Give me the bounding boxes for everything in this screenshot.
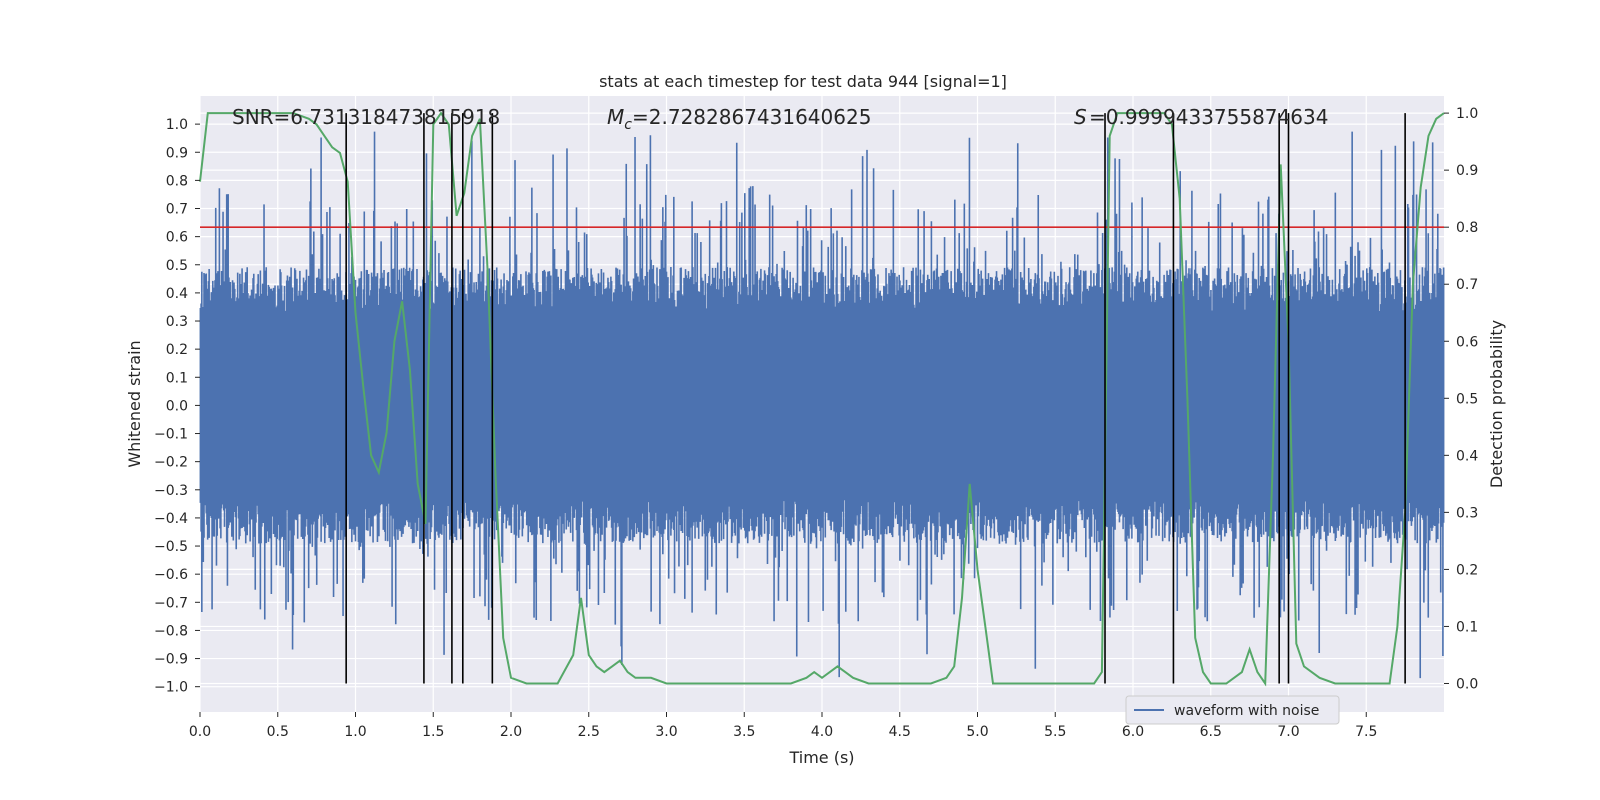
legend: waveform with noise: [1125, 695, 1340, 725]
legend-box: [1125, 695, 1340, 725]
y-left-tick-label: 0.5: [166, 258, 188, 274]
y-right-tick-label: 0.8: [1456, 220, 1478, 236]
mc-symbol: Mc: [607, 105, 632, 133]
x-tick-label: 1.5: [422, 724, 444, 740]
x-tick-label: 2.5: [578, 724, 600, 740]
y-right-tick-label: 0.1: [1456, 619, 1478, 635]
x-tick-label: 2.0: [500, 724, 522, 740]
x-tick-label: 5.0: [966, 724, 988, 740]
y-right-tick-label: 0.0: [1456, 676, 1478, 692]
x-tick-label: 0.5: [267, 724, 289, 740]
y-left-tick-label: −0.9: [154, 652, 188, 668]
x-tick-label: 7.0: [1277, 724, 1299, 740]
probability-line: [199, 111, 1445, 687]
y-right-axis-label: Detection probability: [1487, 320, 1506, 488]
y-left-tick-label: 0.2: [166, 342, 188, 358]
mc-value: =2.7282867431640625: [632, 105, 871, 129]
x-tick-label: 5.5: [1044, 724, 1066, 740]
y-left-axis-ticks: 1.0 0.9 0.8 0.7 0.6 0.5 0.4 0.3 0.2 0.1 0.0 −0.1 −0.…: [154, 117, 200, 696]
y-left-tick-label: −0.1: [154, 427, 188, 443]
y-left-axis-label: Whitened strain: [125, 340, 144, 467]
x-axis-ticks: 0.0 0.5 1.0 1.5 2.0 2.5 3.0 3.5 4.0 4.5 5.0 5.5 6.0 6…: [189, 712, 1377, 740]
y-left-tick-label: 0.9: [166, 145, 188, 161]
y-right-tick-label: 0.2: [1456, 562, 1478, 578]
y-left-tick-label: 0.3: [166, 314, 188, 330]
y-right-tick-label: 0.5: [1456, 391, 1478, 407]
y-left-tick-label: 0.6: [166, 230, 188, 246]
x-tick-label: 1.0: [344, 724, 366, 740]
waveform-series: [199, 131, 1445, 679]
y-left-tick-label: 1.0: [166, 117, 188, 133]
y-left-tick-label: 0.4: [166, 286, 188, 302]
y-left-tick-label: 0.8: [166, 173, 188, 189]
detection-markers: [345, 113, 1406, 684]
x-tick-label: 6.5: [1200, 724, 1222, 740]
y-left-tick-label: 0.0: [166, 398, 188, 414]
y-left-tick-label: 0.7: [166, 202, 188, 218]
y-left-tick-label: −0.3: [154, 483, 188, 499]
s-symbol: S: [1074, 105, 1087, 129]
snr-annotation: SNR=6.731318473815918: [232, 105, 500, 129]
y-right-axis-ticks: 1.0 0.9 0.8 0.7 0.6 0.5 0.4 0.3 0.2 0.1 0.0: [1444, 106, 1478, 692]
x-tick-label: 3.5: [733, 724, 755, 740]
x-tick-label: 7.5: [1355, 724, 1377, 740]
waveform-path: [199, 131, 1445, 679]
y-right-tick-label: 0.9: [1456, 163, 1478, 179]
s-value: =0.9999433755874634: [1089, 105, 1328, 129]
y-right-tick-label: 1.0: [1456, 106, 1478, 122]
x-tick-label: 3.0: [655, 724, 677, 740]
x-axis-label: Time (s): [788, 748, 854, 767]
y-left-tick-label: 0.1: [166, 370, 188, 386]
y-left-tick-label: −0.7: [154, 595, 188, 611]
x-tick-label: 4.5: [889, 724, 911, 740]
y-left-tick-label: −0.6: [154, 567, 188, 583]
y-left-tick-label: −1.0: [154, 680, 188, 696]
chart-title: stats at each timestep for test data 944…: [599, 72, 1007, 91]
x-tick-label: 6.0: [1122, 724, 1144, 740]
legend-label: waveform with noise: [1174, 703, 1319, 719]
chirp-mass-annotation: Mc =2.7282867431640625: [607, 105, 871, 133]
score-annotation: S =0.9999433755874634: [1074, 105, 1328, 129]
y-left-tick-label: −0.8: [154, 623, 188, 639]
y-right-tick-label: 0.4: [1456, 448, 1478, 464]
y-left-tick-label: −0.2: [154, 455, 188, 471]
y-right-tick-label: 0.6: [1456, 334, 1478, 350]
y-left-tick-label: −0.5: [154, 539, 188, 555]
y-right-tick-label: 0.3: [1456, 505, 1478, 521]
x-tick-label: 4.0: [811, 724, 833, 740]
y-right-tick-label: 0.7: [1456, 277, 1478, 293]
y-left-tick-label: −0.4: [154, 511, 188, 527]
x-tick-label: 0.0: [189, 724, 211, 740]
